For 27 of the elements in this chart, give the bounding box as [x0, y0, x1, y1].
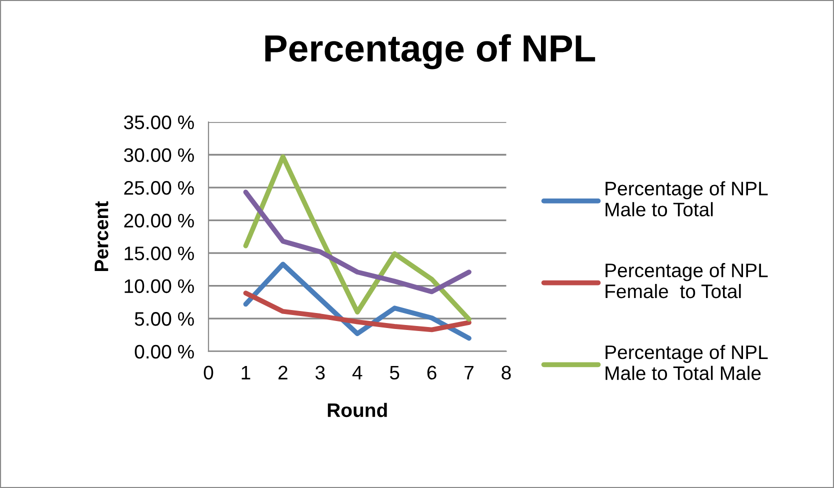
y-tick-label: 30.00 %: [124, 148, 194, 162]
y-tick-label: 15.00 %: [124, 246, 194, 260]
x-tick-label: 5: [390, 366, 400, 380]
legend-label: Percentage of NPL Female to Total: [606, 263, 768, 298]
y-tick-label: 10.00 %: [124, 279, 194, 294]
x-axis-title: Round: [328, 402, 387, 418]
x-tick-label: 2: [278, 366, 288, 380]
chart-title: Percentage of NPL: [265, 34, 596, 70]
line-series: [243, 262, 472, 341]
legend-label: Percentage of NPL Male to Total Male: [606, 344, 768, 380]
line-series: [243, 290, 472, 332]
y-tick-label: 20.00 %: [124, 214, 194, 228]
y-axis-title: Percent: [94, 201, 108, 272]
legend-label: Percentage of NPL Male to Total: [606, 181, 768, 216]
x-tick-label: 8: [502, 366, 511, 380]
line-series: [243, 154, 472, 322]
y-tick-label: 0.00 %: [134, 344, 194, 359]
x-tick-label: 3: [315, 366, 325, 380]
x-tick-label: 7: [464, 366, 474, 380]
line-series: [243, 190, 472, 294]
x-tick-label: 4: [352, 366, 362, 380]
y-tick-label: 35.00 %: [124, 115, 194, 130]
y-tick-label: 5.00 %: [134, 312, 194, 326]
y-tick-label: 25.00 %: [124, 181, 194, 195]
x-tick-label: 6: [427, 366, 436, 380]
x-tick-label: 0: [204, 366, 214, 380]
x-tick-label: 1: [242, 366, 250, 380]
